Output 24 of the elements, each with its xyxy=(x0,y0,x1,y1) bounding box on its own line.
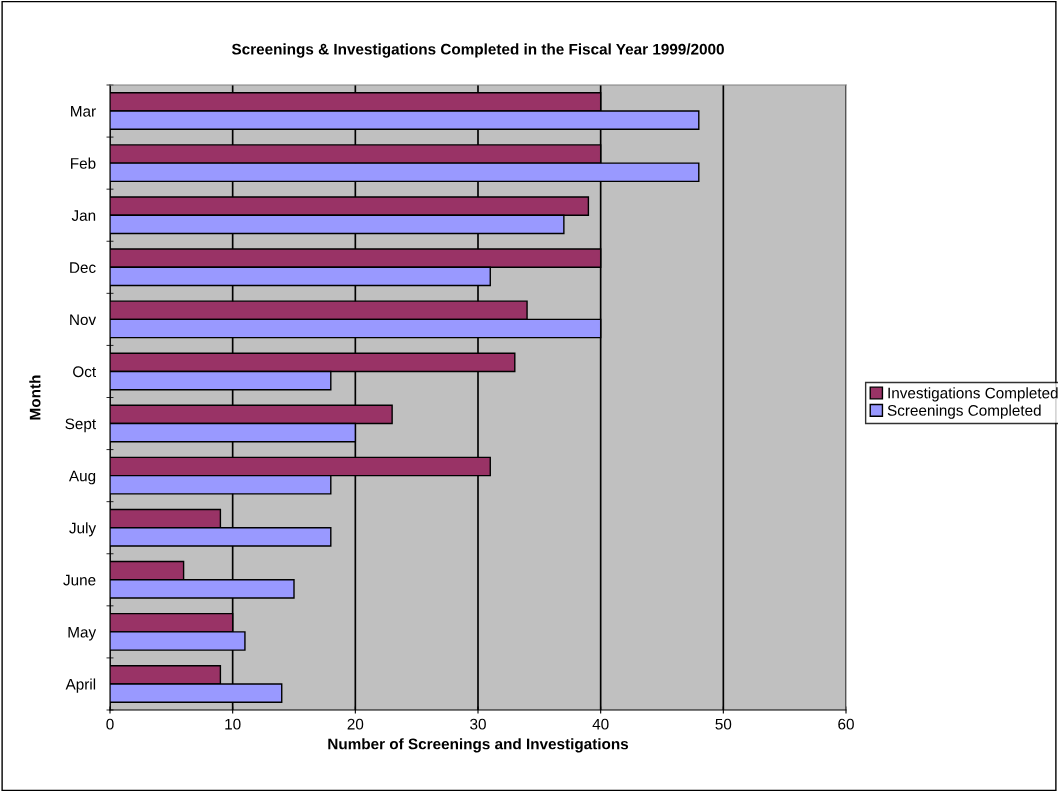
legend-label: Screenings Completed xyxy=(887,404,1041,419)
legend-label: Investigations Completed xyxy=(888,387,1058,402)
y-tick-label: Oct xyxy=(73,366,96,378)
y-tick-label: July xyxy=(69,522,97,537)
x-tick-label: 40 xyxy=(592,718,609,730)
x-axis-title: Number of Screenings and Investigations xyxy=(328,738,629,753)
x-tick-label: 60 xyxy=(838,718,854,730)
y-tick-label: Mar xyxy=(71,106,96,117)
y-tick-label: May xyxy=(68,626,97,641)
y-tick-label: Sept xyxy=(65,418,96,433)
y-tick-label: Dec xyxy=(70,262,96,273)
y-tick-label: June xyxy=(63,574,96,586)
y-tick-label: Aug xyxy=(68,470,96,485)
y-axis-title: Month xyxy=(29,375,41,420)
y-tick-label: April xyxy=(65,678,96,693)
x-tick-label: 20 xyxy=(347,718,364,730)
x-tick-label: 30 xyxy=(470,718,486,730)
x-tick-label: 10 xyxy=(225,718,241,730)
y-tick-label: Jan xyxy=(71,210,96,221)
y-tick-label: Feb xyxy=(71,157,96,169)
chart-title: Screenings & Investigations Completed in the Fiscal Year 1999/2000 xyxy=(231,43,724,58)
y-tick-label: Nov xyxy=(70,314,97,326)
x-tick-label: 50 xyxy=(715,718,732,730)
x-tick-label: 0 xyxy=(106,718,114,730)
